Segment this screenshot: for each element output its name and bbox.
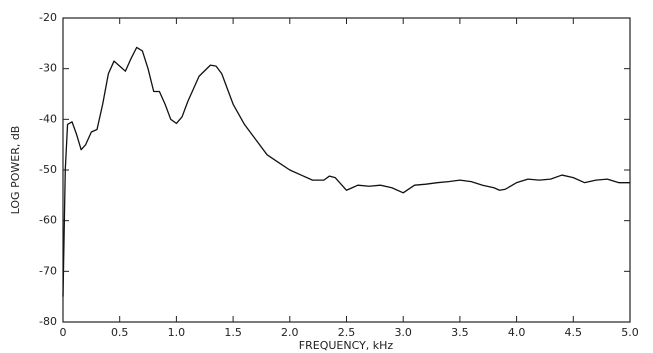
- x-tick-label: 0.5: [111, 326, 129, 339]
- x-tick-label: 1.5: [224, 326, 242, 339]
- x-tick-label: 2.5: [338, 326, 356, 339]
- x-tick-label: 0: [60, 326, 67, 339]
- x-axis-label: FREQUENCY, kHz: [299, 339, 394, 352]
- y-tick-label: -70: [39, 264, 57, 277]
- y-tick-label: -80: [39, 315, 57, 328]
- y-axis-label: LOG POWER, dB: [9, 126, 22, 215]
- plot-frame: [62, 17, 631, 323]
- y-tick-label: -30: [39, 62, 57, 75]
- x-tick-label: 3.0: [394, 326, 412, 339]
- x-tick-label: 5.0: [621, 326, 639, 339]
- x-tick-label: 3.5: [451, 326, 469, 339]
- y-tick-label: -50: [39, 163, 57, 176]
- spectrum-line: [62, 46, 630, 297]
- y-tick-label: -20: [39, 11, 57, 24]
- x-tick-label: 2.0: [281, 326, 299, 339]
- x-tick-label: 4.5: [565, 326, 583, 339]
- x-tick-label: 1.0: [168, 326, 186, 339]
- y-tick-label: -40: [39, 112, 57, 125]
- x-tick-label: 4.0: [508, 326, 526, 339]
- y-tick-label: -60: [39, 214, 57, 227]
